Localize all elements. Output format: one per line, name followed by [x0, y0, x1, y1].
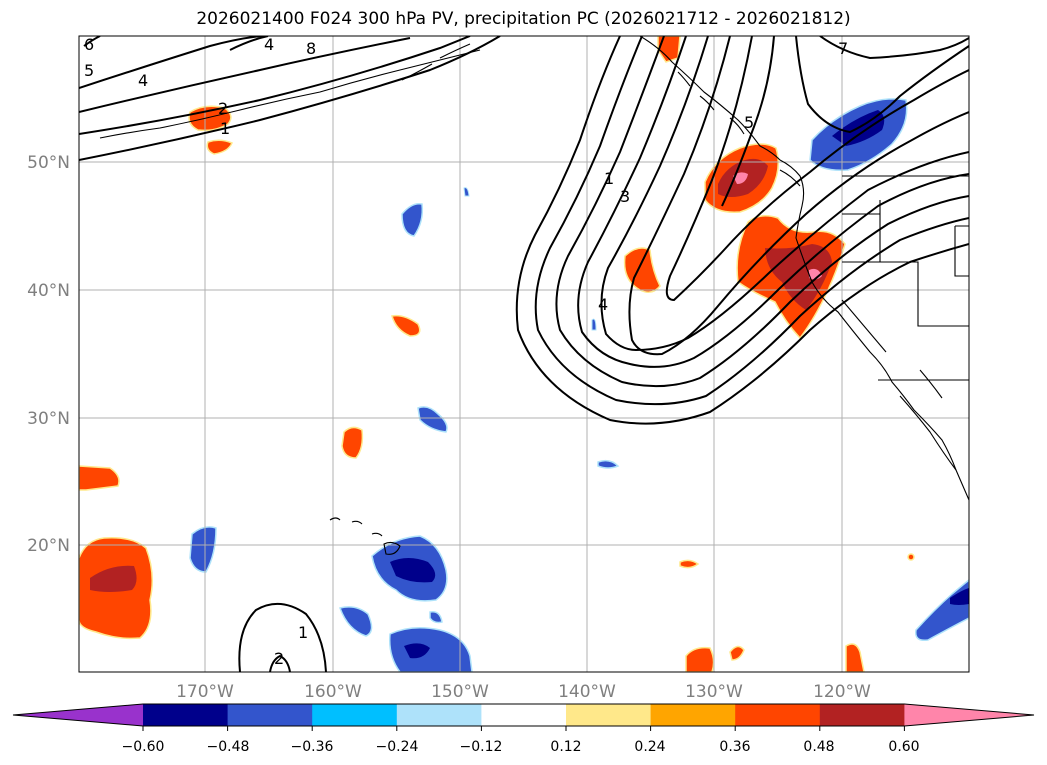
colorbar-tick-label: −0.48: [207, 739, 250, 755]
lat-label: 40°N: [27, 281, 70, 301]
colorbar-extend-max: [904, 704, 1034, 726]
colorbar-tick-label: −0.36: [291, 739, 334, 755]
lat-label: 50°N: [27, 153, 70, 173]
contour-label: 4: [598, 295, 608, 314]
contour-label: 3: [620, 187, 630, 206]
contour-label: 1: [220, 119, 230, 138]
colorbar-tick-label: 0.36: [719, 739, 750, 755]
lon-label: 140°W: [558, 682, 616, 702]
precip-negative-region: [429, 610, 443, 624]
colorbar-segment: [481, 704, 567, 726]
precip-positive-region: [729, 645, 745, 661]
colorbar-tick-label: 0.60: [888, 739, 919, 755]
colorbar-extend-min: [13, 704, 143, 726]
colorbar-tick-label: −0.24: [376, 739, 419, 755]
precip-negative-region: [417, 406, 448, 433]
precip-positive-region: [657, 36, 681, 63]
colorbar-segment: [819, 704, 905, 726]
contour-label: 5: [84, 61, 94, 80]
precip-positive-region: [206, 139, 233, 155]
precip-positive-region: [845, 643, 865, 672]
contour-label: 1: [604, 169, 614, 188]
lon-label: 120°W: [813, 682, 871, 702]
precip-dark-region: [90, 565, 137, 592]
precip-negative-region: [339, 606, 373, 637]
precip-negative-region: [463, 187, 470, 197]
colorbar-tick-label: −0.12: [460, 739, 503, 755]
contour-label: 7: [838, 39, 848, 58]
lon-label: 160°W: [304, 682, 362, 702]
lat-axis: 50°N 40°N 30°N 20°N: [27, 153, 70, 556]
contour-labels: 6 5 4 4 8 2 1 1 3 4 5 7 1 2: [84, 35, 848, 668]
colorbar-ticks: −0.60 −0.48 −0.36 −0.24 −0.12 0.12 0.24 …: [122, 739, 920, 755]
lon-axis: 170°W 160°W 150°W 140°W 130°W 120°W: [176, 682, 871, 702]
precip-positive-region: [679, 559, 700, 569]
precip-negative-region: [597, 459, 620, 469]
contour-label: 2: [274, 649, 284, 668]
lon-label: 130°W: [685, 682, 743, 702]
colorbar-tick-label: 0.24: [634, 739, 665, 755]
colorbar-segment: [396, 704, 482, 726]
precip-positive-region: [685, 646, 715, 672]
precip-negative-region: [388, 627, 473, 672]
precip-negative-region: [401, 202, 424, 237]
colorbar-segment: [312, 704, 398, 726]
precip-positive-region: [391, 314, 421, 337]
contour-label: 8: [306, 39, 316, 58]
precip-negative-dark: [390, 558, 436, 583]
lon-label: 150°W: [431, 682, 489, 702]
precip-positive-region: [341, 426, 364, 459]
plot-frame: [78, 35, 970, 673]
precip-negative-region: [591, 318, 597, 331]
contour-label: 4: [138, 71, 148, 90]
contour-label: 2: [218, 99, 228, 118]
contour-label: 1: [298, 623, 308, 642]
map-title: 2026021400 F024 300 hPa PV, precipitatio…: [196, 9, 851, 29]
colorbar-segment: [650, 704, 736, 726]
colorbar-tick-label: −0.60: [122, 739, 165, 755]
colorbar: [12, 703, 1035, 731]
colorbar-segment: [143, 704, 229, 726]
lon-label: 170°W: [176, 682, 234, 702]
contour-label: 6: [84, 35, 94, 54]
lat-label: 20°N: [27, 536, 70, 556]
precip-positive-region: [907, 553, 915, 561]
colorbar-segment: [227, 704, 313, 726]
colorbar-segment: [735, 704, 821, 726]
lat-label: 30°N: [27, 409, 70, 429]
contour-label: 5: [744, 113, 754, 132]
colorbar-tick-label: 0.12: [550, 739, 581, 755]
precip-max-region: [733, 172, 748, 184]
graticule: [79, 36, 969, 672]
coastlines: [99, 36, 969, 555]
colorbar-tick-label: 0.48: [803, 739, 834, 755]
precip-positive-region: [79, 465, 120, 491]
contour-label: 4: [264, 35, 274, 54]
precip-negative-dark: [950, 588, 969, 605]
colorbar-segment: [566, 704, 652, 726]
precip-negative-dark: [404, 643, 430, 659]
pv-contours: [79, 36, 969, 672]
